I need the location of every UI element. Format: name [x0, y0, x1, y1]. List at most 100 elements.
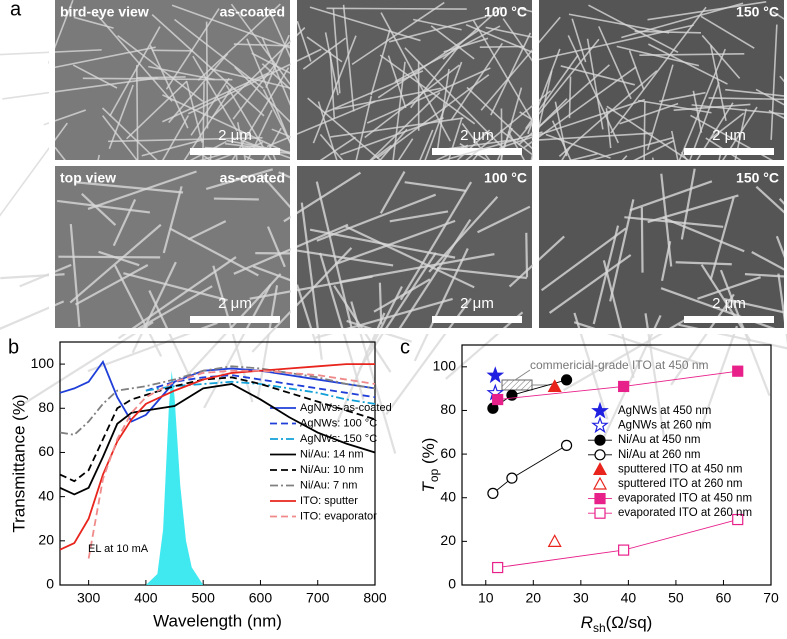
annotation-leader	[514, 369, 531, 381]
point	[594, 507, 606, 519]
nanowire	[94, 11, 173, 102]
nanowire	[610, 6, 707, 134]
nanowire	[324, 32, 339, 96]
nanowire	[567, 35, 620, 144]
point	[492, 561, 504, 574]
scale-label: 2 μm	[460, 127, 494, 144]
nanowire	[98, 250, 140, 267]
legend-label: AgNWs: 100 °C	[300, 417, 377, 429]
nanowire	[340, 117, 444, 156]
scale-label: 2 μm	[218, 127, 252, 144]
nanowire	[56, 199, 151, 214]
point	[732, 365, 744, 377]
nanowire	[185, 273, 282, 378]
nanowire	[558, 70, 658, 157]
legend-label: AgNWs at 260 nm	[618, 420, 711, 432]
nanowire	[609, 199, 635, 302]
x-tick-label: 40	[621, 590, 637, 606]
nanowire	[701, 34, 741, 79]
point	[618, 544, 630, 556]
sem-image	[508, 166, 787, 445]
nanowire	[187, 48, 322, 115]
nanowire	[373, 278, 431, 313]
sem-image	[0, 166, 410, 409]
nanowire	[466, 86, 544, 160]
nanowire	[644, 313, 666, 439]
nanowire	[755, 185, 787, 217]
nanowire	[319, 252, 365, 400]
nanowire	[265, 34, 290, 88]
series-line	[145, 374, 376, 399]
legend-label: evaporated ITO at 260 nm	[618, 507, 752, 519]
y-axis-title: Top (%)	[419, 438, 441, 493]
sem-condition: 100 °C	[484, 4, 527, 20]
nanowire	[162, 186, 183, 254]
nanowire	[342, 4, 355, 112]
nanowire	[117, 256, 237, 340]
point	[594, 434, 606, 446]
nanowire	[640, 207, 644, 273]
scale-label: 2 μm	[218, 295, 252, 312]
panel-label: c	[400, 336, 410, 358]
sem-condition: as-coated	[220, 4, 285, 20]
nanowire	[755, 88, 787, 108]
y-tick-label: 0	[46, 576, 54, 592]
nanowire	[394, 25, 501, 83]
nanowire	[168, 53, 229, 124]
annotation: commericial-grade ITO at 450 nm	[530, 358, 709, 372]
nanowire	[151, 14, 265, 117]
nanowire	[205, 168, 274, 190]
nanowire	[404, 181, 467, 192]
nanowire	[332, 8, 341, 94]
nanowire	[87, 170, 197, 210]
nanowire	[339, 253, 495, 283]
scale-label: 2 μm	[460, 295, 494, 312]
nanowire	[602, 260, 635, 379]
nanowire	[598, 26, 632, 100]
nanowire	[388, 15, 487, 43]
nanowire	[232, 62, 277, 120]
nanowire	[445, 311, 524, 380]
series-line	[59, 376, 376, 483]
sem-background	[55, 166, 290, 328]
y-tick-label: 80	[440, 401, 456, 417]
nanowire	[334, 87, 442, 110]
sem-condition: 150 °C	[736, 4, 779, 20]
nanowire	[377, 29, 480, 99]
point	[506, 472, 518, 484]
nanowire	[744, 273, 787, 278]
sem-background	[539, 166, 784, 328]
nanowire	[670, 293, 735, 386]
y-axis-title-sub: op	[427, 468, 441, 482]
nanowire	[659, 91, 706, 103]
point	[547, 379, 562, 393]
nanowire	[548, 254, 632, 314]
nanowire	[639, 53, 745, 56]
point	[594, 449, 606, 461]
point	[591, 416, 609, 434]
nanowire	[691, 104, 787, 116]
nanowire	[345, 225, 475, 289]
nanowire	[364, 64, 460, 139]
point	[492, 393, 504, 406]
point	[560, 374, 573, 386]
y-tick-label: 0	[448, 576, 456, 592]
nanowire	[266, 226, 286, 268]
view-label: bird-eye view	[60, 4, 149, 20]
nanowire	[205, 21, 209, 129]
nanowire	[751, 251, 787, 273]
nanowire	[213, 197, 259, 201]
legend-label: Ni/Au: 7 nm	[300, 479, 357, 491]
series-line	[59, 363, 375, 551]
scale-bar	[684, 316, 774, 323]
x-tick-label: 500	[192, 590, 216, 606]
nanowire	[174, 18, 264, 90]
nanowire	[0, 49, 102, 56]
x-axis-title-main: R	[581, 613, 593, 632]
x-tick-label: 600	[249, 590, 273, 606]
nanowire	[430, 25, 475, 60]
sem-condition: 150 °C	[736, 170, 779, 186]
nanowire	[436, 266, 527, 280]
nanowire	[334, 219, 456, 266]
nanowire	[309, 228, 456, 259]
